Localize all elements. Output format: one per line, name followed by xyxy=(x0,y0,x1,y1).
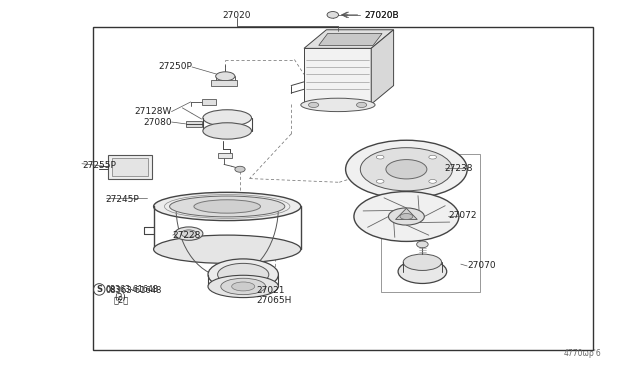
Text: （2）: （2） xyxy=(114,296,129,305)
Text: 27128W: 27128W xyxy=(134,107,172,116)
Text: 4770ωρ'6: 4770ωρ'6 xyxy=(564,349,602,358)
Ellipse shape xyxy=(429,155,436,159)
Polygon shape xyxy=(112,158,148,176)
Ellipse shape xyxy=(170,196,285,217)
Text: 27072: 27072 xyxy=(448,211,477,220)
Ellipse shape xyxy=(327,12,339,18)
Bar xyxy=(381,154,480,292)
Ellipse shape xyxy=(216,72,235,81)
Text: 27080: 27080 xyxy=(143,118,172,126)
Ellipse shape xyxy=(203,123,252,139)
Ellipse shape xyxy=(417,241,428,248)
Ellipse shape xyxy=(360,148,452,191)
Ellipse shape xyxy=(232,282,255,291)
Bar xyxy=(93,27,593,350)
Ellipse shape xyxy=(175,227,203,240)
Text: 27238: 27238 xyxy=(445,164,474,173)
Polygon shape xyxy=(304,48,371,104)
Bar xyxy=(211,80,237,86)
Ellipse shape xyxy=(208,259,278,290)
Ellipse shape xyxy=(308,102,319,108)
Text: 27020B: 27020B xyxy=(365,11,399,20)
Ellipse shape xyxy=(398,260,447,283)
Text: 27245P: 27245P xyxy=(106,195,140,203)
Bar xyxy=(202,99,216,105)
Ellipse shape xyxy=(301,98,375,112)
Text: 27065H: 27065H xyxy=(256,296,291,305)
Text: (2): (2) xyxy=(114,293,125,302)
Text: 27070: 27070 xyxy=(467,262,496,270)
Ellipse shape xyxy=(203,110,252,126)
Ellipse shape xyxy=(181,230,196,237)
Text: 27020B: 27020B xyxy=(365,11,399,20)
Polygon shape xyxy=(218,153,232,158)
Text: 08363-61648: 08363-61648 xyxy=(106,286,162,295)
Ellipse shape xyxy=(218,263,269,286)
Ellipse shape xyxy=(429,180,436,183)
Ellipse shape xyxy=(208,275,278,298)
Ellipse shape xyxy=(194,200,260,213)
Ellipse shape xyxy=(376,180,384,183)
Text: 27250P: 27250P xyxy=(158,62,192,71)
Text: 27020: 27020 xyxy=(223,11,251,20)
Ellipse shape xyxy=(354,192,459,241)
Polygon shape xyxy=(319,33,382,45)
Ellipse shape xyxy=(346,140,467,198)
Polygon shape xyxy=(108,155,152,179)
Bar xyxy=(186,121,202,127)
Ellipse shape xyxy=(356,102,367,108)
Ellipse shape xyxy=(386,160,427,179)
Text: 27228: 27228 xyxy=(173,231,201,240)
Polygon shape xyxy=(371,30,394,104)
Text: 27021: 27021 xyxy=(256,286,285,295)
Ellipse shape xyxy=(376,155,384,159)
Ellipse shape xyxy=(388,208,424,225)
Ellipse shape xyxy=(400,214,413,219)
Ellipse shape xyxy=(403,254,442,270)
Text: S: S xyxy=(96,285,102,294)
Ellipse shape xyxy=(154,235,301,263)
Text: 08363-61648: 08363-61648 xyxy=(106,285,159,294)
Polygon shape xyxy=(304,30,394,48)
Text: 27255P: 27255P xyxy=(82,161,116,170)
Ellipse shape xyxy=(235,166,245,172)
Ellipse shape xyxy=(154,192,301,221)
Polygon shape xyxy=(396,208,417,219)
Ellipse shape xyxy=(221,278,266,295)
